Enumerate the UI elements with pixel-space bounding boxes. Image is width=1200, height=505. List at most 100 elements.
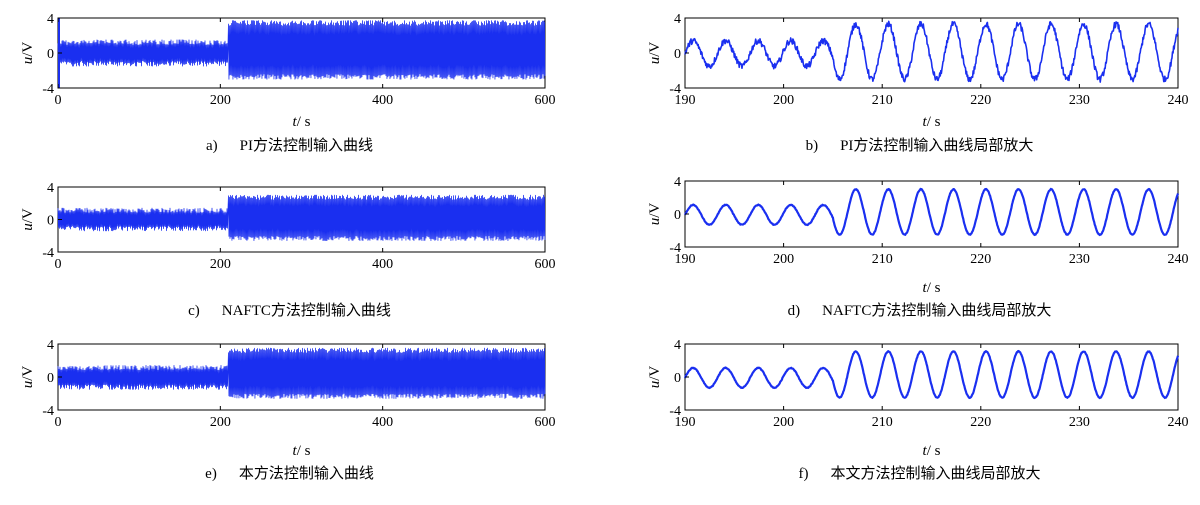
- y-axis-unit: /V: [20, 42, 36, 57]
- x-axis-label: t/ s: [923, 280, 941, 296]
- x-tick-label: 0: [55, 257, 62, 272]
- caption-text: NAFTC方法控制输入曲线局部放大: [822, 302, 1051, 319]
- caption-text: 本方法控制输入曲线: [239, 465, 374, 482]
- x-axis-symbol: t: [293, 443, 298, 459]
- subplot-d: 190 200 210 220 230 240 4 0 -4 u/V t/ s d) NAFTC方法控制…: [647, 175, 1189, 319]
- caption-label: e): [205, 466, 217, 482]
- caption-label: a): [206, 138, 218, 154]
- y-axis-symbol: u: [647, 381, 663, 389]
- caption-text: NAFTC方法控制输入曲线: [222, 302, 391, 319]
- x-tick-label: 400: [372, 93, 393, 108]
- x-tick-label: 220: [970, 415, 991, 430]
- y-tick-label: -4: [669, 82, 681, 97]
- y-tick-label: 0: [47, 371, 54, 386]
- x-axis-symbol: t: [923, 114, 928, 130]
- y-axis-symbol: u: [647, 57, 663, 65]
- y-tick-label: -4: [669, 404, 681, 419]
- y-tick-label: 0: [47, 47, 54, 62]
- x-tick-label: 0: [55, 93, 62, 108]
- x-axis-unit: / s: [927, 280, 941, 296]
- x-tick-label: 200: [210, 257, 231, 272]
- y-tick-label: 4: [674, 12, 681, 27]
- caption-text: 本文方法控制输入曲线局部放大: [830, 465, 1040, 482]
- x-tick-label: 190: [675, 93, 696, 108]
- x-tick-label: 220: [970, 93, 991, 108]
- y-axis-unit: /V: [647, 203, 663, 218]
- y-tick-label: -4: [42, 82, 54, 97]
- plot-frame: [684, 17, 1179, 89]
- y-axis-symbol: u: [647, 218, 663, 226]
- x-tick-label: 600: [535, 415, 556, 430]
- x-tick-label: 600: [535, 257, 556, 272]
- y-axis-symbol: u: [20, 223, 36, 231]
- x-axis-label: t/ s: [293, 443, 311, 459]
- x-axis-label: t/ s: [923, 443, 941, 459]
- x-tick-label: 0: [55, 415, 62, 430]
- caption-text: PI方法控制输入曲线: [240, 137, 373, 154]
- x-axis-label: t/ s: [923, 114, 941, 130]
- x-tick-label: 200: [210, 415, 231, 430]
- x-axis-unit: / s: [297, 443, 311, 459]
- x-tick-label: 210: [872, 93, 893, 108]
- subplot-caption: e) 本方法控制输入曲线: [205, 465, 374, 482]
- x-tick-label: 190: [675, 252, 696, 267]
- signal-series: [57, 347, 546, 399]
- caption-label: c): [188, 303, 200, 319]
- y-tick-label: -4: [42, 246, 54, 261]
- y-axis-unit: /V: [647, 366, 663, 381]
- y-tick-label: 4: [47, 181, 54, 196]
- y-axis-unit: /V: [20, 208, 36, 223]
- signal-series: [683, 187, 1180, 237]
- x-axis-symbol: t: [923, 443, 928, 459]
- y-axis-label: u/V: [20, 42, 36, 65]
- x-tick-label: 230: [1069, 93, 1090, 108]
- y-axis-label: u/V: [20, 366, 36, 389]
- subplot-caption: d) NAFTC方法控制输入曲线局部放大: [788, 302, 1052, 319]
- y-axis-label: u/V: [647, 42, 663, 65]
- x-tick-label: 400: [372, 415, 393, 430]
- subplot-caption: f) 本文方法控制输入曲线局部放大: [798, 465, 1040, 482]
- signal-series: [57, 20, 546, 80]
- x-tick-label: 240: [1168, 93, 1189, 108]
- y-axis-symbol: u: [20, 57, 36, 65]
- x-axis-symbol: t: [923, 280, 928, 296]
- subplot-caption: b) PI方法控制输入曲线局部放大: [806, 137, 1034, 154]
- x-tick-label: 230: [1069, 415, 1090, 430]
- signal-series: [57, 194, 546, 242]
- x-tick-label: 200: [773, 93, 794, 108]
- x-tick-label: 210: [872, 252, 893, 267]
- x-tick-label: 200: [773, 415, 794, 430]
- y-axis-symbol: u: [20, 381, 36, 389]
- y-tick-label: 4: [674, 175, 681, 190]
- y-axis-unit: /V: [647, 42, 663, 57]
- caption-label: b): [806, 138, 819, 154]
- x-tick-label: 240: [1168, 415, 1189, 430]
- y-tick-label: 0: [674, 47, 681, 62]
- y-tick-label: -4: [42, 404, 54, 419]
- plot-frame: [684, 180, 1179, 248]
- y-axis-label: u/V: [647, 366, 663, 389]
- y-tick-label: 4: [674, 338, 681, 353]
- signal-series: [683, 349, 1180, 400]
- x-axis-symbol: t: [293, 114, 298, 130]
- x-axis-label: t/ s: [293, 114, 311, 130]
- subplot-caption: c) NAFTC方法控制输入曲线: [188, 302, 391, 319]
- x-tick-label: 240: [1168, 252, 1189, 267]
- y-tick-label: -4: [669, 241, 681, 256]
- y-axis-unit: /V: [20, 366, 36, 381]
- x-tick-label: 190: [675, 415, 696, 430]
- x-tick-label: 200: [210, 93, 231, 108]
- signal-series: [684, 20, 1179, 83]
- caption-label: d): [788, 303, 801, 319]
- y-axis-label: u/V: [20, 208, 36, 231]
- y-tick-label: 4: [47, 338, 54, 353]
- x-axis-unit: / s: [297, 114, 311, 130]
- x-tick-label: 400: [372, 257, 393, 272]
- caption-label: f): [798, 466, 808, 482]
- subplot-f: 190 200 210 220 230 240 4 0 -4 u/V t/ s f) 本文方法控制输入曲…: [647, 338, 1189, 482]
- subplot-b: 190 200 210 220 230 240 4 0 -4 u/V t/ s b) PI方法控制输入曲…: [647, 12, 1189, 154]
- plot-frame: [684, 343, 1179, 411]
